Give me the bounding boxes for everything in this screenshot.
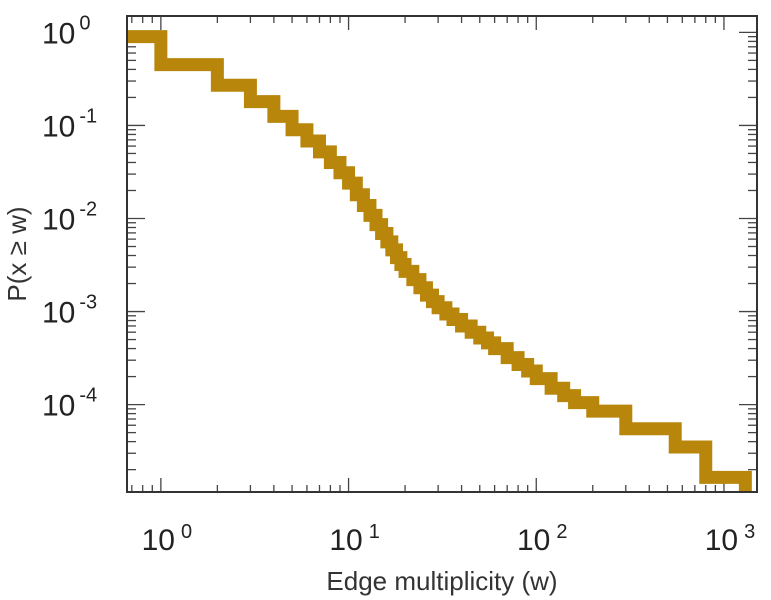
y-axis-label: P(x ≥ w) [2, 206, 32, 301]
plot-frame [126, 15, 758, 493]
x-tick-labels: 10 0 10 1 10 2 10 3 [142, 521, 756, 557]
x-tick-label-2: 10 2 [517, 521, 568, 557]
series-line-0 [127, 30, 752, 491]
y-tick-label-1: 10 -1 [42, 105, 97, 143]
x-tick-label-1: 10 1 [329, 521, 380, 557]
minor-ticks [127, 16, 757, 492]
y-tick-label-2: 10 -2 [42, 198, 97, 236]
y-tick-label-0: 10 0 [42, 12, 91, 50]
x-tick-label-3: 10 3 [705, 521, 756, 557]
x-axis-label: Edge multiplicity (w) [326, 566, 557, 596]
x-tick-label-0: 10 0 [142, 521, 193, 557]
y-tick-label-4: 10 -4 [42, 385, 97, 423]
y-tick-label-3: 10 -3 [42, 292, 97, 330]
